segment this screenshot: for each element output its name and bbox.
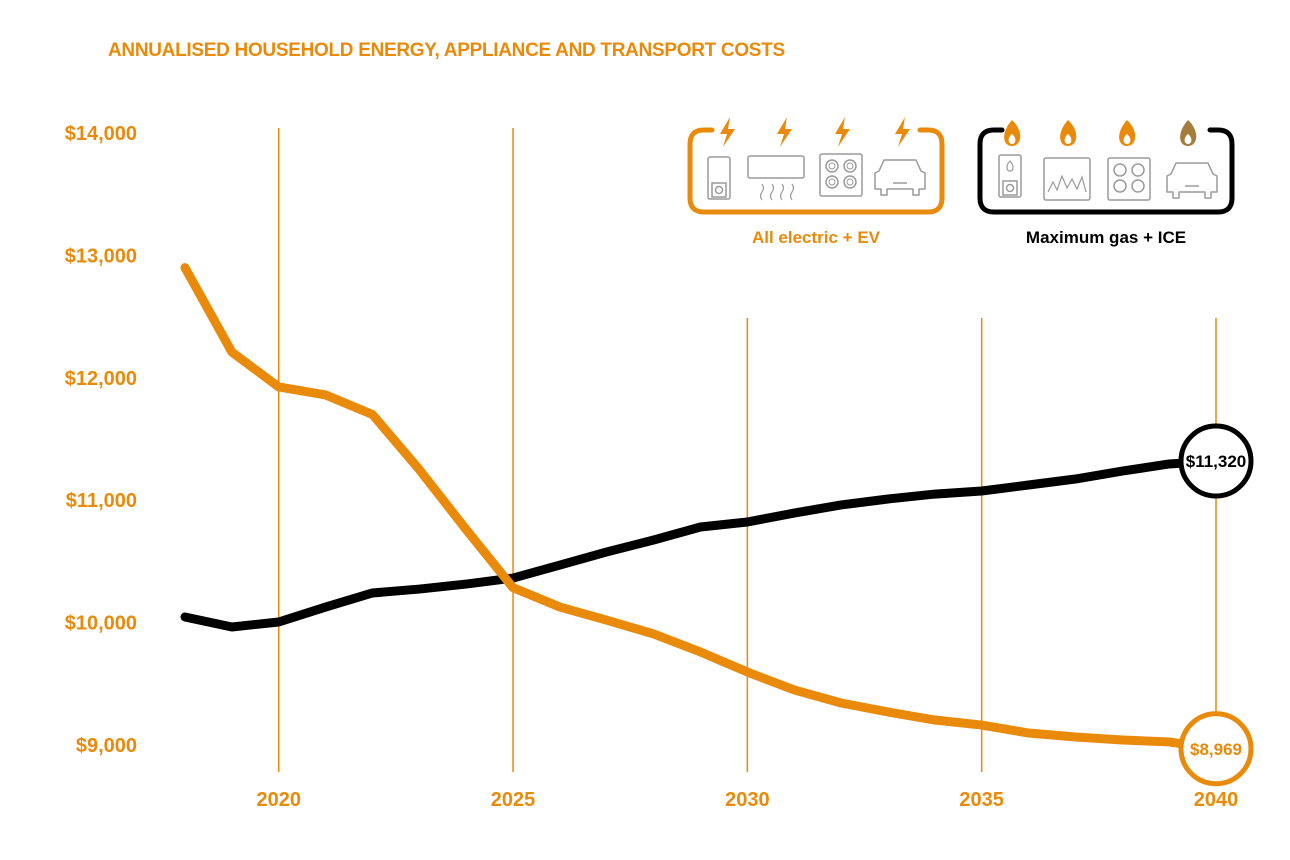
induction-cooktop-icon-ring	[846, 178, 854, 186]
heat-pump-water-heater-icon-dial	[714, 185, 724, 195]
bolt-icon	[895, 117, 910, 147]
gas-cooktop-icon-burner	[1131, 163, 1145, 177]
legend-bracket-gas	[977, 127, 1235, 215]
bolt-icon	[835, 117, 850, 147]
end-value-marker	[1178, 423, 1254, 499]
gas-cooktop-icon-burner	[1113, 179, 1127, 193]
flame-inner	[1123, 134, 1131, 144]
electric-car-icon	[874, 159, 926, 196]
legend-label-gas: Maximum gas + ICE	[1026, 228, 1186, 247]
gas-water-heater-icon	[998, 154, 1022, 198]
induction-cooktop-icon-burner	[843, 159, 857, 173]
y-tick-label: $14,000	[65, 123, 137, 145]
heat-pump-water-heater-icon	[707, 156, 731, 200]
gas-water-heater-icon-dial	[1005, 183, 1015, 193]
legend-bracket-electric	[687, 127, 945, 215]
airflow-mark	[789, 183, 795, 201]
gas-cooktop-icon-burner	[1113, 163, 1127, 177]
flame-inner	[1008, 134, 1016, 144]
flame-inner	[1064, 134, 1072, 144]
gas-water-heater-icon-flame	[1006, 160, 1014, 172]
flame-icon	[1004, 120, 1021, 146]
induction-cooktop-icon-ring	[846, 162, 854, 170]
airflow-mark	[779, 183, 785, 201]
petrol-car-icon	[1166, 162, 1218, 199]
gas-cooktop-icon	[1107, 157, 1151, 201]
split-system-ac-icon	[747, 155, 805, 179]
flame-icon	[1180, 120, 1197, 146]
legend-label-electric: All electric + EV	[752, 228, 881, 247]
airflow-mark	[759, 183, 765, 201]
flame-icon	[1119, 120, 1136, 146]
x-tick-label: 2020	[256, 789, 301, 811]
series-line-electric	[180, 263, 1221, 754]
induction-cooktop-icon-ring	[828, 162, 836, 170]
gas-heater-flames	[1047, 174, 1087, 193]
induction-cooktop-icon	[819, 153, 863, 197]
end-value-marker	[1178, 711, 1254, 787]
flame-icon	[1060, 120, 1077, 146]
end-value-label: $11,320	[1186, 452, 1247, 471]
series-line-gas	[180, 456, 1221, 632]
gas-water-heater-icon-panel	[1002, 180, 1018, 196]
y-tick-label: $9,000	[76, 735, 137, 757]
gas-cooktop-icon-burner	[1131, 179, 1145, 193]
induction-cooktop-icon-ring	[828, 178, 836, 186]
airflow-mark	[769, 183, 775, 201]
x-tick-label: 2030	[725, 789, 770, 811]
x-tick-label: 2035	[959, 789, 1004, 811]
x-tick-label: 2040	[1194, 789, 1239, 811]
x-tick-label: 2025	[491, 789, 536, 811]
y-tick-label: $11,000	[66, 490, 137, 512]
induction-cooktop-icon-burner	[843, 175, 857, 189]
bolt-icon	[777, 117, 792, 147]
flame-inner	[1184, 134, 1192, 144]
end-value-label: $8,969	[1190, 740, 1242, 759]
y-tick-label: $13,000	[65, 245, 137, 267]
y-tick-label: $12,000	[65, 368, 137, 390]
y-tick-label: $10,000	[65, 613, 137, 635]
heat-pump-water-heater-icon-panel	[711, 182, 727, 198]
chart-title: ANNUALISED HOUSEHOLD ENERGY, APPLIANCE A…	[108, 40, 785, 61]
induction-cooktop-icon-burner	[825, 159, 839, 173]
induction-cooktop-icon-burner	[825, 175, 839, 189]
bolt-icon	[720, 117, 735, 147]
gas-heater-icon	[1043, 157, 1091, 201]
